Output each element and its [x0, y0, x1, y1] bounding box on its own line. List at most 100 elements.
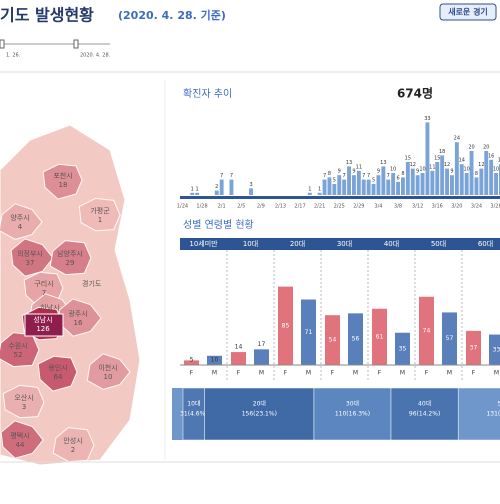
slider-handle[interactable] — [73, 39, 79, 49]
region-name: 용인시 — [48, 363, 67, 372]
x-tick-label: 3/16 — [432, 204, 443, 210]
x-tick-label: 3/12 — [412, 204, 423, 210]
slider-handle[interactable] — [0, 39, 5, 49]
value-label: 7 — [220, 173, 223, 179]
date: (2020. 4. 28. 기준) — [118, 8, 226, 22]
map-region — [0, 203, 43, 240]
value-label: 7 — [323, 173, 326, 179]
value-label: 18 — [439, 149, 445, 155]
bar — [278, 286, 293, 365]
map-region — [49, 240, 92, 276]
region-name: 의정부시 — [17, 249, 43, 258]
value-label: 10 — [390, 167, 396, 173]
series-label: M — [212, 370, 217, 377]
value-label: 37 — [470, 344, 478, 351]
map-region — [37, 355, 78, 392]
value-label: 33 — [424, 116, 430, 122]
value-label: 11 — [356, 164, 362, 170]
group-label: 40대 — [384, 240, 399, 248]
value-label: 17 — [258, 341, 266, 348]
region-count: 16 — [74, 319, 83, 327]
logo-box — [439, 3, 497, 21]
province-label: 경기도 — [82, 279, 102, 288]
bar — [301, 299, 316, 365]
value-label: 57 — [446, 335, 454, 342]
region-name: 성남시 — [33, 315, 52, 324]
value-label: 61 — [376, 333, 384, 340]
x-tick-label: 2/29 — [353, 204, 364, 210]
bar — [386, 179, 391, 195]
segment-value: 110(16.3%) — [335, 411, 370, 418]
x-tick-label: 2/13 — [275, 204, 286, 210]
map-region — [42, 163, 83, 200]
region-name: 안성시 — [63, 436, 82, 445]
x-tick-label: 3/4 — [374, 204, 382, 210]
bar — [479, 168, 484, 195]
region-name: 가평군 — [90, 206, 110, 215]
value-label: 20 — [468, 145, 474, 151]
value-label: 9 — [377, 169, 380, 175]
bar — [307, 192, 312, 195]
segment — [390, 387, 459, 441]
region-name: 양주시 — [10, 214, 29, 222]
value-label: 2 — [215, 184, 218, 190]
bar — [405, 162, 410, 195]
bar — [494, 173, 498, 195]
group-label: 20대 — [290, 240, 305, 248]
highlight-box — [24, 313, 64, 337]
value-label: 10 — [463, 167, 469, 173]
bar — [376, 175, 381, 195]
bar — [425, 122, 430, 195]
region-count: 37 — [26, 259, 35, 267]
region-count: 52 — [14, 351, 23, 359]
value-label: 11 — [429, 164, 435, 170]
bar — [372, 308, 387, 365]
bar — [469, 151, 474, 195]
value-label: 5 — [333, 178, 336, 184]
bar — [484, 151, 489, 195]
value-label: 8 — [328, 171, 331, 177]
bar — [214, 190, 219, 195]
x-tick-label: 2/21 — [314, 204, 325, 210]
segment — [313, 387, 392, 441]
bar — [254, 349, 269, 365]
region-name: 포천시 — [53, 171, 72, 180]
map-region — [78, 197, 121, 232]
logo: 새로운 경기 — [448, 7, 488, 17]
segment-label: 40대 — [418, 400, 431, 408]
series-label: F — [190, 370, 194, 377]
value-label: 7 — [387, 173, 390, 179]
value-label: 8 — [401, 171, 404, 177]
x-tick-label: 2/9 — [257, 204, 265, 210]
bar — [420, 173, 425, 195]
value-label: 54 — [329, 337, 337, 344]
map-region — [52, 427, 95, 463]
value-label: 14 — [459, 158, 465, 164]
bar — [348, 313, 363, 365]
x-tick-label: 2/25 — [334, 204, 345, 210]
value-label: 9 — [416, 169, 419, 175]
bar — [337, 175, 342, 195]
region-count: 1 — [98, 216, 102, 224]
segment-label: 20대 — [253, 400, 266, 408]
bar — [450, 175, 454, 195]
value-label: 1 — [308, 186, 311, 192]
value-label: 24 — [454, 136, 460, 142]
segment — [204, 387, 315, 441]
series-label: F — [425, 370, 429, 377]
value-label: 5 — [190, 357, 194, 364]
value-label: 7 — [362, 173, 365, 179]
value-label: 12 — [444, 162, 450, 168]
series-label: M — [259, 370, 264, 377]
map-region — [2, 384, 45, 419]
bar — [361, 179, 366, 195]
region-count: 4 — [18, 223, 23, 231]
bar — [474, 177, 479, 195]
x-tick-label: 2/5 — [237, 204, 245, 210]
bar — [442, 312, 457, 365]
segment-value: 131(19.4%) — [486, 411, 500, 418]
value-label: 13 — [380, 160, 386, 166]
series-label: M — [447, 370, 452, 377]
series-label: F — [237, 370, 241, 377]
value-label: 13 — [346, 160, 352, 166]
